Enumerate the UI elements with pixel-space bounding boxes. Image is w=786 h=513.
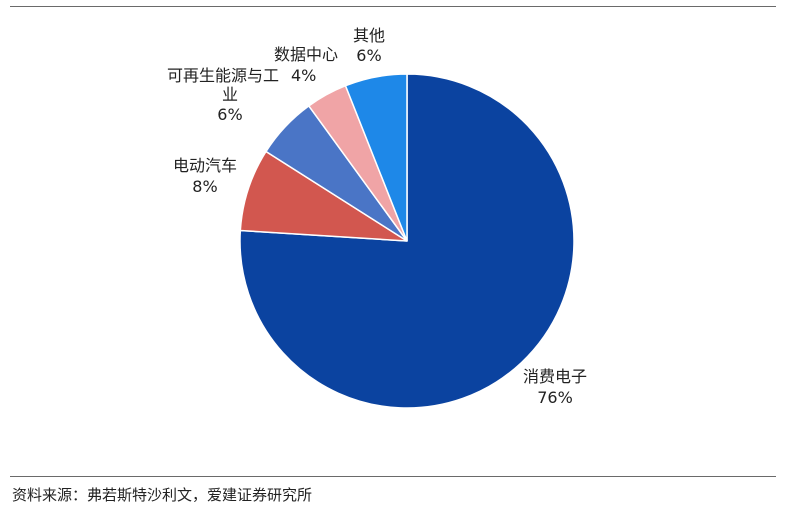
label-consumer-electronics-value: 76% [537, 388, 573, 407]
label-datacenter-value: 4% [291, 66, 316, 85]
label-ev-name: 电动汽车 [173, 156, 237, 175]
label-consumer-electronics-name: 消费电子 [523, 367, 587, 386]
pie-slice-other [344, 73, 408, 242]
source-note: 资料来源：弗若斯特沙利文，爱建证券研究所 [12, 486, 313, 504]
top-rule [10, 6, 776, 7]
label-renewable-value: 6% [217, 105, 242, 124]
label-other-value: 6% [356, 46, 381, 65]
label-renewable-name-line1: 可再生能源与工 [167, 66, 279, 85]
label-other-name: 其他 [353, 26, 385, 45]
label-ev-value: 8% [192, 177, 217, 196]
pie-slice-consumer-electronics [239, 73, 575, 409]
label-renewable-name-line2: 业 [222, 85, 238, 104]
bottom-rule [10, 476, 776, 477]
pie-slices [239, 73, 575, 409]
label-datacenter-name: 数据中心 [274, 45, 338, 64]
pie-chart: 其他 6% 数据中心 可再生能源与工 4% 业 6% 电动汽车 8% 消费电子 … [167, 26, 587, 409]
